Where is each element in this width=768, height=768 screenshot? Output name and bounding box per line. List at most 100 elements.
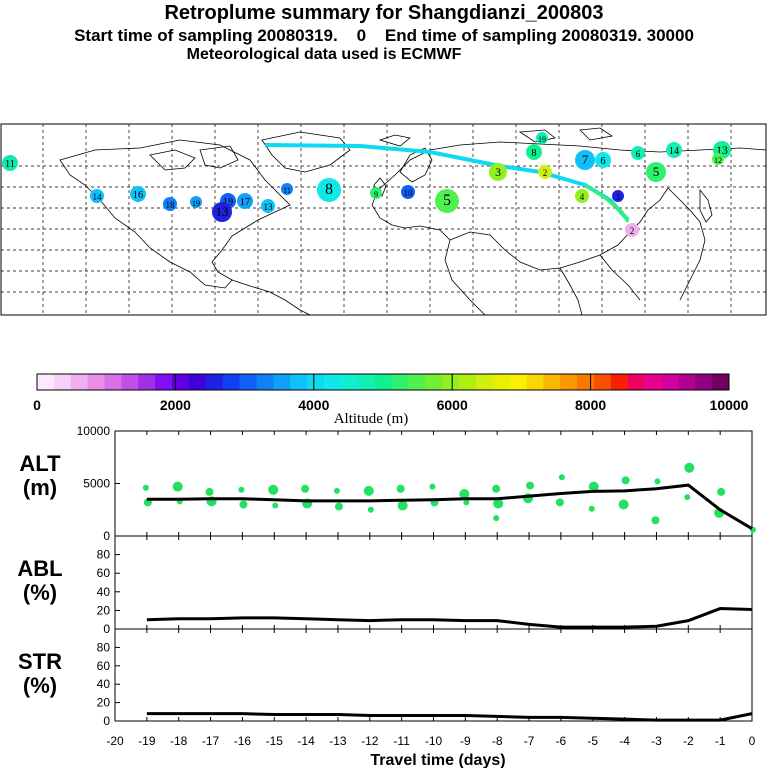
alt-scatter-point	[238, 486, 245, 493]
series-line-str	[146, 712, 753, 722]
map-marker-dot	[489, 163, 507, 181]
map-marker-dot	[2, 155, 18, 171]
map-marker-label: 14	[92, 192, 102, 202]
alt-scatter-point	[367, 506, 374, 513]
alt-scatter-point	[717, 487, 726, 496]
colorbar-swatch	[323, 374, 342, 390]
map-marker-label: 3	[495, 166, 501, 179]
alt-scatter-point	[239, 500, 248, 509]
colorbar-tick-label: 6000	[437, 397, 468, 413]
x-tick-label: -8	[492, 734, 503, 748]
map-marker: 6	[595, 152, 611, 168]
map-marker: 5	[646, 162, 666, 182]
alt-scatter-point	[268, 484, 279, 495]
map-marker: 4	[575, 189, 589, 203]
map-marker-label: 9	[374, 190, 378, 199]
colorbar-swatch	[87, 374, 106, 390]
map-marker-dot	[538, 165, 552, 179]
map-marker: 11	[2, 155, 18, 171]
meteo-data-subtitle: Meteorological data used is ECMWF	[186, 46, 462, 63]
map-marker-label: 19	[223, 197, 233, 208]
x-tick-label: -9	[460, 734, 471, 748]
map-frame	[0, 123, 767, 316]
map-marker: 2	[538, 165, 552, 179]
colorbar-swatch	[475, 374, 494, 390]
map-marker-dot	[526, 144, 542, 160]
map-marker-label: 13	[716, 144, 728, 157]
map-marker-dot	[317, 178, 341, 202]
map-marker-label: 3	[616, 193, 620, 202]
x-tick-label: -6	[556, 734, 567, 748]
map-marker-dot	[261, 199, 275, 213]
alt-scatter-point	[588, 505, 595, 512]
alt-scatter-point	[172, 481, 183, 492]
y-tick-label: 0	[103, 714, 110, 728]
x-tick-label: -7	[524, 734, 535, 748]
y-tick-label: 60	[97, 659, 111, 673]
map-marker-dot	[190, 196, 202, 208]
map-marker: 13	[261, 199, 275, 213]
colorbar-swatch	[712, 374, 730, 390]
map-marker-dot	[575, 150, 595, 170]
map-marker-label: 19	[192, 199, 200, 208]
map-marker: 3	[489, 163, 507, 181]
alt-scatter-point	[526, 481, 535, 490]
map-marker-label: 6	[600, 156, 605, 167]
trajectory-line-late	[584, 183, 630, 223]
colorbar-swatch	[492, 374, 511, 390]
map-marker: 19	[190, 196, 202, 208]
colorbar-swatch	[104, 374, 122, 390]
panel-abl: 0 20 40 60 80 ABL(%)	[17, 535, 753, 636]
map-marker-label: 11	[5, 159, 15, 170]
panel-frame	[114, 628, 753, 722]
map-marker-dot	[370, 187, 382, 199]
alt-scatter-point	[363, 485, 374, 496]
x-tick-label: -16	[234, 734, 252, 748]
colorbar-tick-label: 4000	[298, 397, 329, 413]
map-marker-dot	[631, 146, 645, 160]
map-graticule	[1, 124, 766, 315]
series-line-alt	[146, 483, 753, 530]
map-marker-label: 8	[531, 148, 536, 159]
colorbar-swatch	[408, 374, 426, 390]
colorbar-swatch	[543, 374, 561, 390]
alt-scatter-point	[463, 499, 470, 506]
colorbar-swatch	[695, 374, 713, 390]
x-tick-label: -5	[587, 734, 598, 748]
x-tick-label: -14	[297, 734, 315, 748]
colorbar-swatch	[340, 374, 359, 390]
map-marker-label: 18	[165, 200, 175, 210]
alt-scatter-point	[684, 462, 695, 473]
map-marker: 13	[212, 202, 232, 222]
alt-scatter-point	[333, 487, 340, 494]
map-marker-label: 5	[653, 164, 660, 179]
x-tick-label: -17	[202, 734, 220, 748]
map-marker: 14	[90, 189, 104, 203]
map-marker: 8	[317, 178, 341, 202]
map-marker: 6	[631, 146, 645, 160]
map-marker-dot	[666, 142, 682, 158]
x-tick-label: -1	[715, 734, 726, 748]
map-marker-dot	[435, 189, 459, 213]
x-tick-label: -2	[683, 734, 694, 748]
colorbar-swatch	[138, 374, 156, 390]
x-tick-label: -10	[425, 734, 443, 748]
colorbar-swatch	[425, 374, 443, 390]
map-marker-label: 8	[325, 181, 333, 198]
map-marker-dot	[212, 202, 232, 222]
map-marker: 8	[526, 144, 542, 160]
colorbar-tick-label: 8000	[575, 397, 606, 413]
x-tick-label: -3	[651, 734, 662, 748]
colorbar-swatch	[70, 374, 89, 390]
map-marker-label: 4	[580, 192, 585, 202]
alt-scatter-point	[651, 516, 660, 525]
map-marker-label: 12	[714, 156, 722, 165]
colorbar-swatch	[661, 374, 679, 390]
panel-ylabel: (%)	[23, 673, 57, 698]
colorbar-swatch	[678, 374, 696, 390]
x-axis-label: Travel time (days)	[370, 752, 505, 768]
altitude-colorbar: 0 2000 4000 6000 8000 10000	[33, 373, 749, 413]
map-marker: 18	[163, 197, 177, 211]
alt-scatter-point	[334, 502, 343, 511]
